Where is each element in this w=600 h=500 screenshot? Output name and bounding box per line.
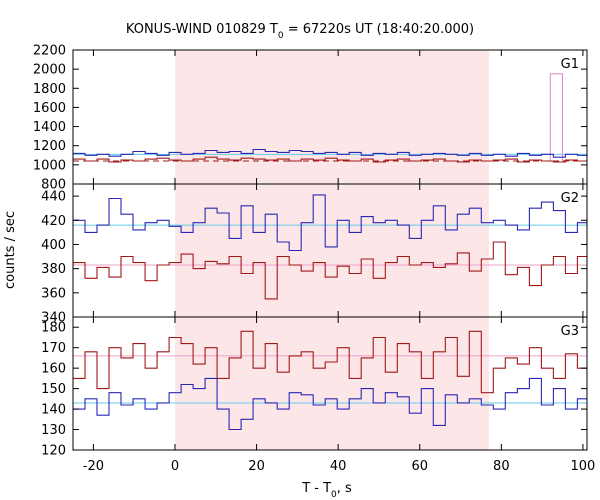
xlabel-main: T - T xyxy=(301,481,331,496)
y-tick-label: 440 xyxy=(41,190,66,205)
xlabel-rest: , s xyxy=(337,481,352,496)
x-tick-label: 100 xyxy=(571,459,596,474)
x-tick-label: 0 xyxy=(171,459,179,474)
y-tick-label: 130 xyxy=(41,423,66,438)
y-tick-label: 420 xyxy=(41,214,66,229)
y-tick-label: 180 xyxy=(41,321,66,336)
highlight-interval xyxy=(174,50,490,450)
panel-label: G2 xyxy=(561,191,579,206)
y-tick-label: 2200 xyxy=(33,44,66,59)
title-subscript: 0 xyxy=(278,31,284,41)
x-tick-label: 60 xyxy=(411,459,428,474)
panel-g3: 120 130 140 150 160 170 180 G3 xyxy=(41,317,587,459)
series-blue xyxy=(73,377,587,431)
highlight-layer xyxy=(174,50,490,450)
series-red xyxy=(73,156,587,163)
panel-frame xyxy=(72,316,588,451)
y-tick-label: 340 xyxy=(41,311,66,326)
y-tick-label: 400 xyxy=(41,238,66,253)
panel-g2: 340 360 380 400 420 440 G2 xyxy=(41,184,587,326)
x-tick-label: 40 xyxy=(330,459,347,474)
panel-label: G1 xyxy=(561,57,579,72)
title-rest: = 67220s UT (18:40:20.000) xyxy=(284,22,474,37)
y-tick-label: 1000 xyxy=(33,158,66,173)
x-axis-label: T - T0, s xyxy=(301,481,352,500)
panel-label: G3 xyxy=(561,324,579,339)
y-tick-label: 160 xyxy=(41,362,66,377)
series-red xyxy=(73,241,587,300)
xlabel-subscript: 0 xyxy=(331,490,337,500)
y-tick-label: 140 xyxy=(41,403,66,418)
panels-layer: 8001000120014001600180020002200G13403603… xyxy=(33,44,587,459)
y-tick-label: 360 xyxy=(41,286,66,301)
y-tick-label: 170 xyxy=(41,341,66,356)
y-tick-label: 120 xyxy=(41,444,66,459)
y-tick-label: 1400 xyxy=(33,120,66,135)
y-tick-label: 1600 xyxy=(33,101,66,116)
y-tick-label: 150 xyxy=(41,382,66,397)
chart-title: KONUS-WIND 010829 T0 = 67220s UT (18:40:… xyxy=(126,22,474,41)
series-blue xyxy=(73,148,587,158)
series-spike xyxy=(549,73,564,162)
series-red xyxy=(73,330,587,394)
y-tick-label: 1800 xyxy=(33,82,66,97)
y-tick-label: 800 xyxy=(41,178,66,193)
frame-layer: -20 0 20 40 60 80 100 xyxy=(72,49,596,474)
x-tick-label: 80 xyxy=(493,459,510,474)
series-blue xyxy=(73,194,587,252)
y-tick-label: 2000 xyxy=(33,63,66,78)
panel-g1: 800 1000 1200 1400 1600 1800 2000 2200 G1 xyxy=(33,44,587,193)
x-tick-label: 20 xyxy=(248,459,265,474)
title-main: KONUS-WIND 010829 T xyxy=(126,22,278,37)
y-tick-label: 1200 xyxy=(33,139,66,154)
y-axis-label: counts / sec xyxy=(3,211,18,289)
y-tick-label: 380 xyxy=(41,262,66,277)
x-tick-label: -20 xyxy=(83,459,104,474)
